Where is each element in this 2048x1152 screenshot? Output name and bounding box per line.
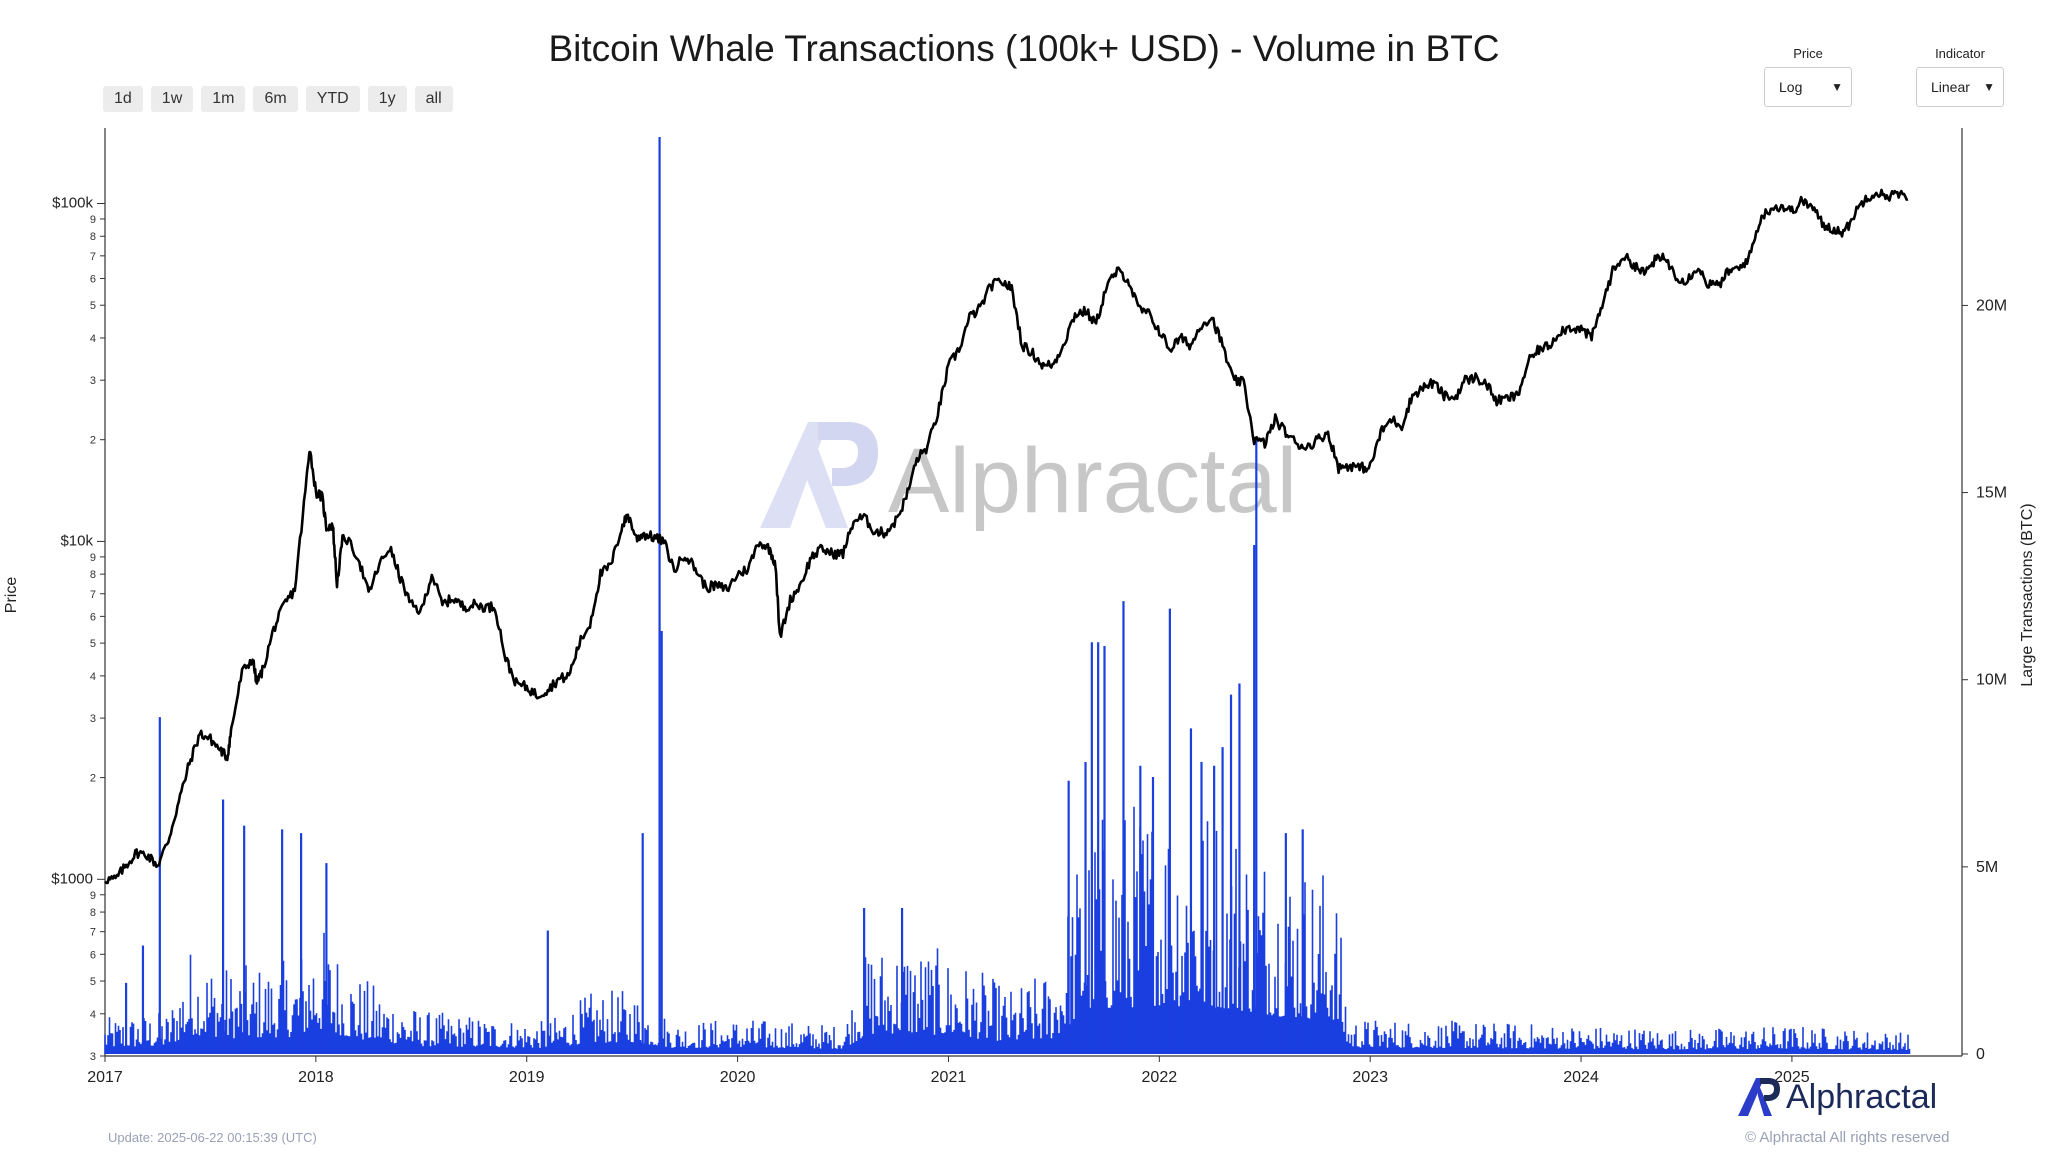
range-button-1y[interactable]: 1y bbox=[367, 86, 407, 112]
left-minor-tick-label: 4 bbox=[90, 333, 96, 345]
range-button-6m[interactable]: 6m bbox=[253, 86, 298, 112]
range-button-all[interactable]: all bbox=[414, 86, 453, 112]
price-series bbox=[104, 188, 1909, 885]
right-tick-label: 5M bbox=[1976, 859, 1998, 876]
right-tick-label: 20M bbox=[1976, 297, 2007, 314]
range-button-1m[interactable]: 1m bbox=[201, 86, 246, 112]
left-minor-tick-label: 7 bbox=[90, 927, 96, 939]
left-minor-tick-label: 9 bbox=[90, 552, 96, 564]
axis-labels: 2017 2018 2019 2020 2021 2022 2023 2024 2025$100… bbox=[3, 195, 2036, 1086]
x-tick-label-2018: 2018 bbox=[298, 1069, 334, 1086]
left-minor-tick-label: 8 bbox=[90, 907, 96, 919]
right-tick-label: 15M bbox=[1976, 485, 2007, 502]
left-minor-tick-label: 3 bbox=[90, 713, 96, 725]
left-minor-tick-label: 9 bbox=[90, 890, 96, 902]
brand-logo: Alphractal bbox=[1736, 1076, 1937, 1118]
price-scale-caption: Price bbox=[1793, 46, 1823, 61]
x-tick-label-2025: 2025 bbox=[1774, 1069, 1810, 1086]
indicator-scale-select[interactable]: Linear ▼ bbox=[1916, 67, 2004, 107]
left-major-tick-label: $100k bbox=[52, 195, 93, 212]
left-minor-tick-label: 5 bbox=[90, 976, 96, 988]
left-axis-label: Price bbox=[3, 577, 20, 614]
left-minor-tick-label: 4 bbox=[90, 1009, 96, 1021]
left-major-tick-label: $1000 bbox=[51, 870, 93, 887]
volume-bars bbox=[104, 806, 1911, 1054]
right-tick-label: 10M bbox=[1976, 672, 2007, 689]
left-minor-tick-label: 4 bbox=[90, 671, 96, 683]
range-selector: 1d 1w 1m 6m YTD 1y all bbox=[103, 86, 453, 112]
left-minor-tick-label: 3 bbox=[90, 375, 96, 387]
price-scale-select[interactable]: Log ▼ bbox=[1764, 67, 1852, 107]
left-minor-tick-label: 3 bbox=[90, 1051, 96, 1063]
left-major-tick-label: $10k bbox=[60, 532, 93, 549]
price-scale-group: Price Log ▼ bbox=[1764, 46, 1852, 107]
x-tick-label-2021: 2021 bbox=[931, 1069, 967, 1086]
x-tick-label-2020: 2020 bbox=[720, 1069, 756, 1086]
left-minor-tick-label: 9 bbox=[90, 214, 96, 226]
x-tick-label-2019: 2019 bbox=[509, 1069, 545, 1086]
alphractal-logo-icon bbox=[1738, 1078, 1780, 1116]
watermark-logo-icon bbox=[760, 422, 878, 528]
price-scale-value: Log bbox=[1779, 79, 1803, 95]
chart-title: Bitcoin Whale Transactions (100k+ USD) -… bbox=[548, 28, 1500, 69]
right-axis-label: Large Transactions (BTC) bbox=[2019, 503, 2036, 686]
x-tick-label-2017: 2017 bbox=[87, 1069, 123, 1086]
left-minor-tick-label: 7 bbox=[90, 589, 96, 601]
left-minor-tick-label: 5 bbox=[90, 300, 96, 312]
x-tick-label-2022: 2022 bbox=[1142, 1069, 1178, 1086]
copyright: © Alphractal All rights reserved bbox=[1745, 1129, 1950, 1146]
left-minor-tick-label: 6 bbox=[90, 949, 96, 961]
chevron-down-icon: ▼ bbox=[1983, 80, 1995, 94]
watermark-text: Alphractal bbox=[888, 430, 1297, 532]
left-minor-tick-label: 8 bbox=[90, 569, 96, 581]
range-button-1d[interactable]: 1d bbox=[103, 86, 143, 112]
left-minor-tick-label: 2 bbox=[90, 773, 96, 785]
update-note: Update: 2025-06-22 00:15:39 (UTC) bbox=[108, 1130, 317, 1145]
x-tick-label-2024: 2024 bbox=[1563, 1069, 1599, 1086]
chevron-down-icon: ▼ bbox=[1831, 80, 1843, 94]
left-minor-tick-label: 6 bbox=[90, 273, 96, 285]
left-minor-tick-label: 6 bbox=[90, 611, 96, 623]
axes bbox=[97, 128, 1968, 1062]
x-tick-label-2023: 2023 bbox=[1352, 1069, 1388, 1086]
left-minor-tick-label: 2 bbox=[90, 435, 96, 447]
volume-series bbox=[104, 137, 1911, 1054]
price-line bbox=[104, 188, 1909, 885]
indicator-scale-value: Linear bbox=[1931, 79, 1970, 95]
left-minor-tick-label: 8 bbox=[90, 231, 96, 243]
watermark: Alphractal bbox=[760, 422, 1297, 532]
right-tick-label: 0 bbox=[1976, 1046, 1985, 1063]
left-minor-tick-label: 7 bbox=[90, 251, 96, 263]
range-button-ytd[interactable]: YTD bbox=[305, 86, 360, 112]
left-minor-tick-label: 5 bbox=[90, 638, 96, 650]
indicator-scale-caption: Indicator bbox=[1935, 46, 1985, 61]
indicator-scale-group: Indicator Linear ▼ bbox=[1916, 46, 2004, 107]
range-button-1w[interactable]: 1w bbox=[150, 86, 194, 112]
brand-name: Alphractal bbox=[1786, 1077, 1938, 1116]
